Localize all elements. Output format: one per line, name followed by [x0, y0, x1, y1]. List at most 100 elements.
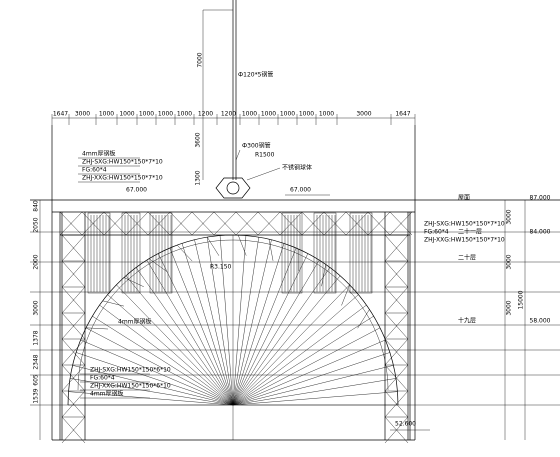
label: 2348 [33, 354, 40, 369]
line [116, 284, 234, 406]
line [85, 327, 108, 330]
label: ZHJ-SXG:HW150*150*7*10 [424, 221, 505, 228]
line [135, 267, 234, 406]
label: 3000 [75, 111, 90, 118]
line [76, 352, 234, 406]
line [61, 286, 86, 314]
line [341, 284, 350, 306]
label: ZHJ-XXG:HW150*150*7*10 [424, 237, 505, 244]
line [125, 275, 234, 406]
line [384, 260, 409, 288]
label: 1300 [195, 170, 202, 185]
line [59, 211, 83, 236]
label: 1000 [158, 111, 173, 118]
line [99, 304, 234, 406]
label: FG:60*4 [82, 167, 107, 174]
line [176, 244, 193, 262]
line [61, 390, 86, 418]
label: R3.150 [210, 264, 232, 271]
line [92, 316, 234, 406]
ball-inner [226, 181, 240, 195]
label: Ф300钢管 [242, 142, 271, 150]
label: 3000 [506, 254, 513, 269]
line [232, 235, 247, 406]
label: 1000 [177, 111, 192, 118]
label: 3000 [506, 300, 513, 315]
line [61, 338, 86, 366]
line [232, 378, 397, 406]
line [268, 239, 274, 261]
line [81, 211, 105, 236]
line [169, 247, 234, 406]
line [61, 260, 86, 288]
line [85, 327, 234, 406]
line [232, 294, 359, 406]
label: 3000 [33, 300, 40, 315]
line [102, 300, 125, 307]
line [232, 327, 381, 406]
line [357, 309, 370, 329]
line [148, 258, 167, 272]
label: 58.000 [530, 318, 551, 325]
label: ZHJ-SXG:HW150*150*7*10 [82, 159, 163, 166]
line [157, 253, 234, 406]
label: 1000 [139, 111, 154, 118]
label: ZHJ-XXG:HW150*150*7*10 [82, 175, 163, 182]
line [345, 211, 369, 236]
line [232, 237, 260, 406]
line [219, 235, 234, 406]
line [232, 391, 398, 406]
line [232, 267, 331, 406]
panel [87, 212, 111, 294]
label: 1000 [280, 111, 295, 118]
line [232, 365, 394, 406]
label: 1000 [319, 111, 334, 118]
label: 1200 [198, 111, 213, 118]
label: 二十一层 [458, 228, 482, 236]
line [246, 167, 281, 181]
label: 7000 [197, 52, 204, 67]
line [232, 304, 367, 406]
line [384, 234, 409, 262]
label: 1000 [261, 111, 276, 118]
line [103, 211, 127, 236]
label: 52.600 [395, 421, 416, 428]
line [213, 211, 237, 236]
line [235, 211, 259, 236]
panel [349, 212, 373, 294]
label: 840 [33, 200, 40, 212]
label: 1000 [119, 111, 134, 118]
panel [313, 212, 337, 294]
line [207, 236, 220, 256]
line [321, 264, 326, 287]
label: 87.000 [530, 195, 551, 202]
line [232, 243, 285, 406]
line [232, 284, 350, 406]
line [72, 365, 234, 406]
label: FG:60*4 [90, 375, 115, 382]
line [61, 312, 86, 340]
line [232, 352, 390, 406]
label: 屋面 [458, 195, 470, 202]
line [61, 234, 86, 262]
label: 4mm厚钢板 [90, 390, 124, 398]
label: 不锈钢球体 [282, 164, 312, 172]
label: 4mm厚钢板 [118, 318, 152, 326]
label: 十九层 [458, 317, 476, 325]
label: 67.000 [290, 187, 311, 194]
line [257, 211, 281, 236]
label: ZHJ-XXG:HW150*150*6*10 [90, 383, 171, 390]
line [107, 294, 234, 406]
line [191, 211, 215, 236]
line [61, 416, 86, 444]
line [181, 243, 234, 406]
line [146, 259, 234, 406]
line [384, 338, 409, 366]
label: 3000 [356, 111, 371, 118]
line [232, 259, 320, 406]
label: 4mm厚钢板 [82, 150, 116, 158]
label: 1647 [395, 111, 410, 118]
label: 1200 [221, 111, 236, 118]
